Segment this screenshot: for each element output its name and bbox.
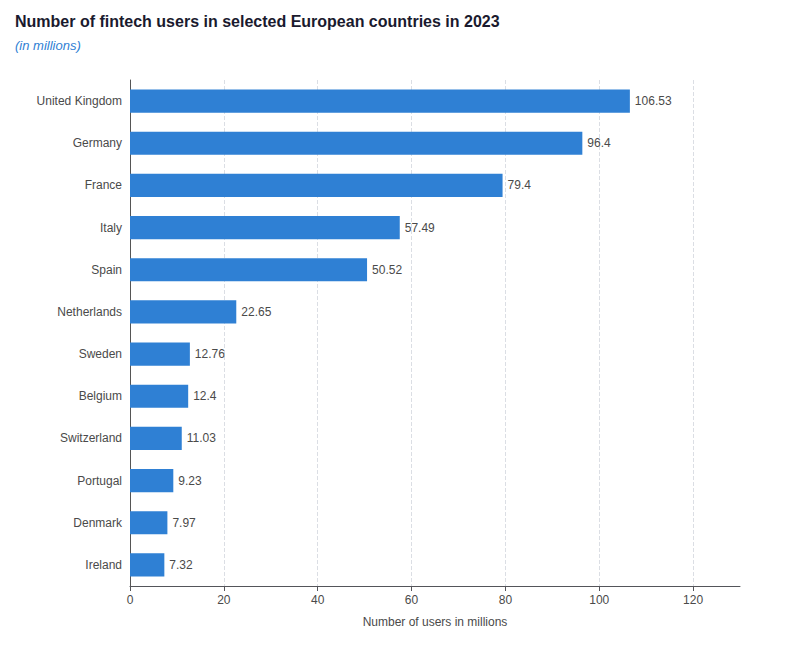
svg-text:Sweden: Sweden <box>79 347 122 361</box>
svg-text:Switzerland: Switzerland <box>60 431 122 445</box>
svg-text:Italy: Italy <box>100 221 122 235</box>
svg-text:50.52: 50.52 <box>372 263 402 277</box>
svg-text:11.03: 11.03 <box>187 431 216 445</box>
svg-text:40: 40 <box>311 593 325 607</box>
svg-text:60: 60 <box>405 593 419 607</box>
svg-text:(in millions): (in millions) <box>15 38 81 53</box>
svg-text:106.53: 106.53 <box>635 94 672 108</box>
svg-text:Belgium: Belgium <box>79 389 122 403</box>
svg-text:7.32: 7.32 <box>169 558 193 572</box>
svg-text:France: France <box>85 178 123 192</box>
svg-text:Ireland: Ireland <box>85 558 122 572</box>
svg-text:Number of users in millions: Number of users in millions <box>363 615 508 629</box>
svg-text:Portugal: Portugal <box>77 474 122 488</box>
svg-text:80: 80 <box>499 593 513 607</box>
svg-text:120: 120 <box>683 593 703 607</box>
svg-text:12.76: 12.76 <box>195 347 225 361</box>
svg-text:0: 0 <box>127 593 134 607</box>
svg-text:12.4: 12.4 <box>193 389 217 403</box>
svg-text:100: 100 <box>589 593 609 607</box>
svg-text:96.4: 96.4 <box>587 136 611 150</box>
svg-text:Netherlands: Netherlands <box>57 305 122 319</box>
svg-text:Spain: Spain <box>91 263 122 277</box>
svg-text:United Kingdom: United Kingdom <box>37 94 122 108</box>
svg-text:9.23: 9.23 <box>178 474 202 488</box>
svg-text:Denmark: Denmark <box>73 516 123 530</box>
svg-text:20: 20 <box>217 593 231 607</box>
svg-text:57.49: 57.49 <box>405 221 435 235</box>
svg-text:Germany: Germany <box>73 136 122 150</box>
svg-text:7.97: 7.97 <box>172 516 196 530</box>
svg-text:22.65: 22.65 <box>241 305 271 319</box>
svg-text:79.4: 79.4 <box>508 178 532 192</box>
svg-text:Number of fintech users in sel: Number of fintech users in selected Euro… <box>15 13 500 30</box>
